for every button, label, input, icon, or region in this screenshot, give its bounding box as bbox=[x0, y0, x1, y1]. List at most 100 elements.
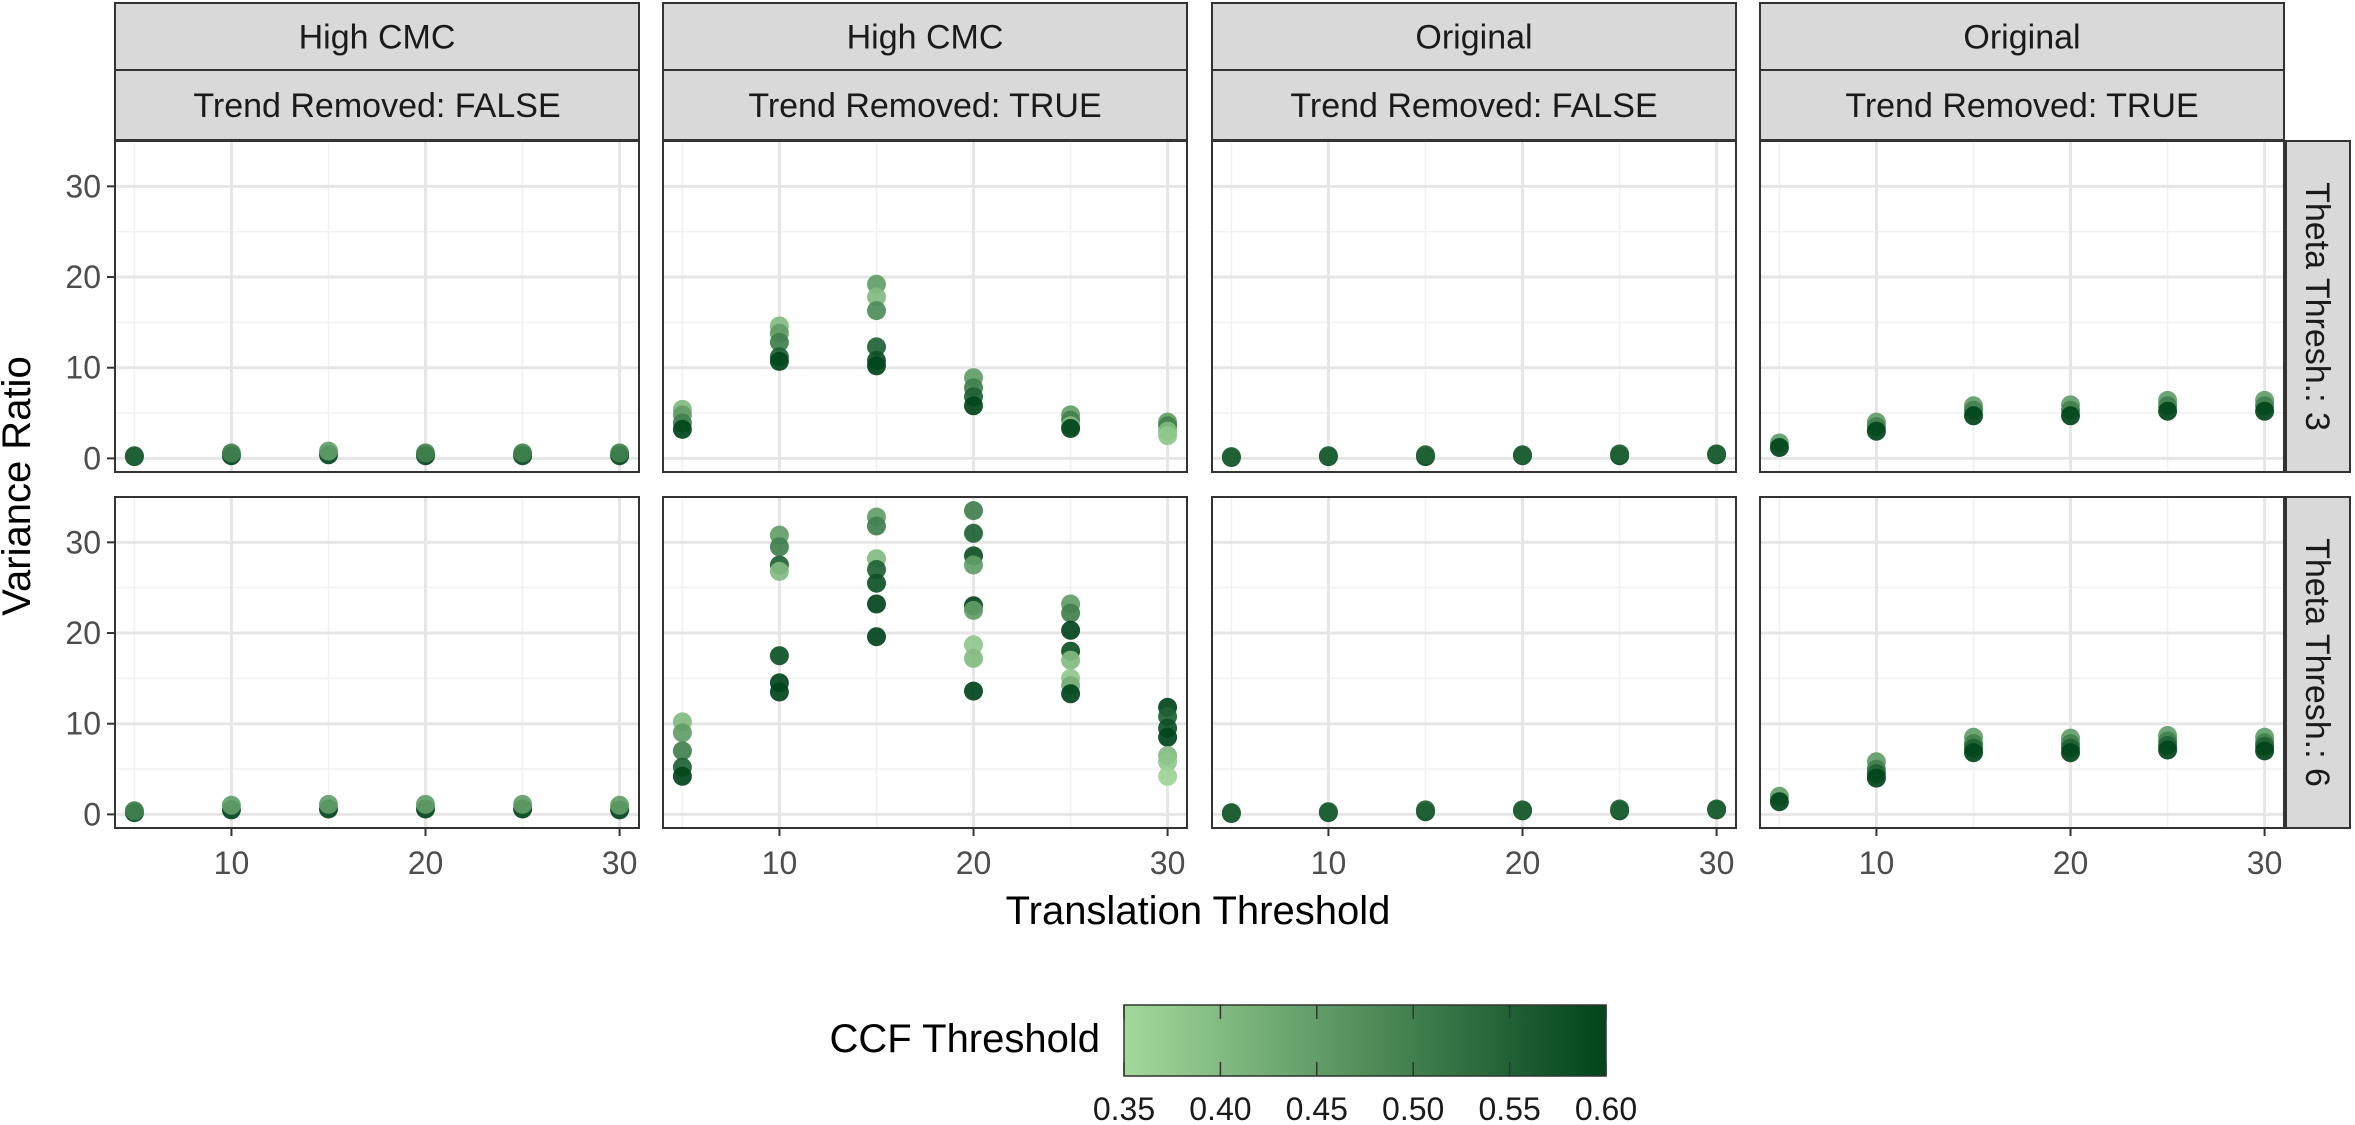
data-point bbox=[416, 794, 435, 814]
legend-tick-label: 0.40 bbox=[1189, 1091, 1251, 1125]
data-point bbox=[1964, 406, 1983, 426]
panel-r0-c1 bbox=[662, 140, 1188, 473]
data-point bbox=[1707, 799, 1727, 819]
data-point bbox=[1513, 800, 1532, 820]
x-tick-label: 10 bbox=[1311, 845, 1347, 881]
data-point bbox=[769, 537, 789, 557]
data-point bbox=[1221, 447, 1241, 467]
column-strip-bottom bbox=[662, 69, 1188, 141]
y-tick-label: 0 bbox=[83, 796, 101, 832]
column-strip-top bbox=[1759, 2, 2285, 71]
data-point bbox=[1061, 419, 1081, 438]
panel-r0-c0 bbox=[114, 140, 640, 473]
legend-colorbar bbox=[1123, 1004, 1607, 1077]
panel-border bbox=[1211, 496, 1737, 829]
panel-r1-c2 bbox=[1211, 496, 1737, 829]
panel-r0-c3 bbox=[1759, 140, 2285, 473]
row-strip bbox=[2285, 496, 2351, 829]
data-point bbox=[1061, 684, 1081, 704]
data-point bbox=[1513, 445, 1532, 465]
column-strip-bottom bbox=[114, 69, 640, 141]
row-strip-label: Theta Thresh.: 6 bbox=[2298, 538, 2336, 787]
panel-background bbox=[1212, 141, 1736, 472]
panel-background bbox=[1760, 141, 2284, 472]
data-point bbox=[964, 523, 983, 543]
column-strip-top bbox=[1211, 2, 1737, 71]
data-point bbox=[867, 356, 886, 376]
row-strip-label: Theta Thresh.: 3 bbox=[2298, 182, 2336, 431]
data-point bbox=[1221, 803, 1241, 823]
data-point bbox=[513, 794, 533, 814]
data-point bbox=[319, 441, 338, 461]
legend-tick-label: 0.45 bbox=[1286, 1091, 1348, 1125]
data-point bbox=[1158, 766, 1178, 786]
data-point bbox=[964, 635, 983, 655]
strips-layer: High CMC Trend Removed: FALSE High CMC Tren… bbox=[114, 2, 2351, 829]
data-point bbox=[1866, 768, 1886, 788]
column-strip-label: Original bbox=[1415, 19, 1532, 57]
x-tick-label: 30 bbox=[1150, 845, 1186, 881]
panel-r0-c2 bbox=[1211, 140, 1737, 473]
y-tick-label: 20 bbox=[65, 259, 101, 295]
data-point bbox=[867, 573, 886, 593]
panels-layer bbox=[114, 140, 2285, 829]
column-strip-top bbox=[662, 2, 1188, 71]
data-point bbox=[124, 446, 144, 466]
ticks-layer: 0 10 20 30 10 20 30 10 20 30 10 20 30 10 20 30 0 10 20 30 bbox=[65, 168, 2282, 881]
legend-tick-label: 0.60 bbox=[1575, 1091, 1637, 1125]
panel-background bbox=[115, 141, 639, 472]
column-strip-label: Original bbox=[1963, 19, 2080, 57]
data-point bbox=[672, 419, 692, 439]
data-point bbox=[610, 443, 630, 463]
column-strip-bottom bbox=[1759, 69, 2285, 141]
data-point bbox=[769, 351, 789, 371]
color-legend: CCF Threshold 0.35 0.40 0.45 0.50 0.55 0.60 bbox=[830, 1004, 1637, 1125]
data-point bbox=[964, 681, 983, 701]
x-tick-label: 20 bbox=[408, 845, 444, 881]
data-point bbox=[1769, 792, 1789, 812]
data-point bbox=[1158, 752, 1178, 772]
data-point bbox=[319, 794, 338, 814]
panel-border bbox=[1759, 496, 2285, 829]
data-point bbox=[867, 516, 886, 536]
legend-tick-label: 0.35 bbox=[1093, 1091, 1155, 1125]
legend-tick-label: 0.50 bbox=[1382, 1091, 1444, 1125]
y-tick-label: 30 bbox=[65, 168, 101, 204]
data-point bbox=[221, 795, 241, 815]
data-point bbox=[610, 795, 630, 815]
panel-border bbox=[114, 496, 640, 829]
data-point bbox=[1318, 802, 1338, 822]
x-tick-label: 20 bbox=[1505, 845, 1541, 881]
data-point bbox=[2061, 743, 2080, 763]
x-tick-label: 30 bbox=[1699, 845, 1735, 881]
data-point bbox=[1061, 620, 1081, 640]
data-point bbox=[867, 560, 886, 579]
data-point bbox=[1707, 444, 1727, 464]
data-point bbox=[416, 443, 435, 463]
legend-title: CCF Threshold bbox=[830, 1017, 1100, 1061]
x-axis-title: Translation Threshold bbox=[1006, 889, 1391, 933]
legend-tick-label: 0.55 bbox=[1478, 1091, 1540, 1125]
data-point bbox=[672, 766, 692, 786]
data-point bbox=[769, 561, 789, 581]
y-tick-label: 10 bbox=[65, 350, 101, 386]
data-point bbox=[513, 443, 533, 463]
column-strip-label: High CMC bbox=[299, 19, 456, 57]
panel-border bbox=[662, 496, 1188, 829]
data-point bbox=[867, 337, 886, 357]
data-point bbox=[672, 741, 692, 761]
column-strip-label: Trend Removed: TRUE bbox=[1845, 87, 2198, 125]
data-point bbox=[2061, 406, 2080, 426]
panel-background bbox=[663, 141, 1187, 472]
y-axis-title: Variance Ratio bbox=[0, 356, 39, 615]
y-tick-label: 0 bbox=[83, 440, 101, 476]
panel-r1-c3 bbox=[1759, 496, 2285, 829]
panel-background bbox=[663, 497, 1187, 828]
column-strip-label: Trend Removed: TRUE bbox=[748, 87, 1101, 125]
panel-background bbox=[1760, 497, 2284, 828]
data-point bbox=[964, 600, 983, 620]
x-tick-label: 20 bbox=[2053, 845, 2089, 881]
data-point bbox=[769, 646, 789, 666]
panel-r1-c1 bbox=[662, 496, 1188, 829]
